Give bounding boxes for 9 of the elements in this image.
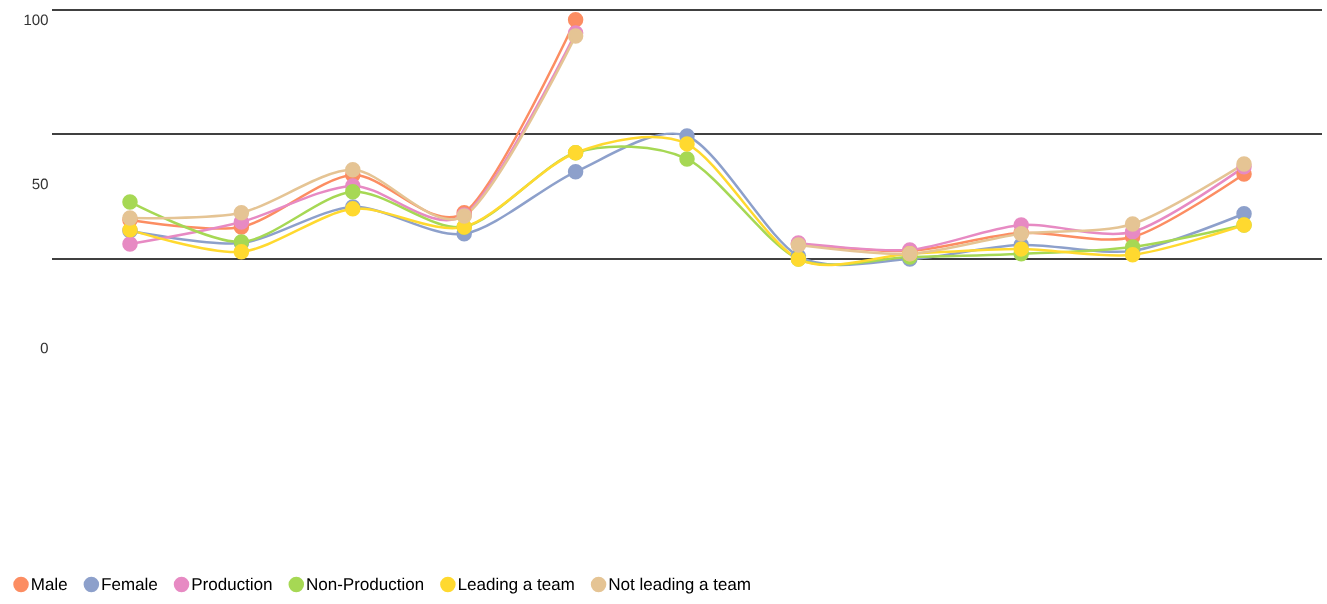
legend-label: Female [102, 577, 158, 591]
legend-label: Leading a team [459, 577, 574, 594]
legend-label: Production [192, 577, 272, 591]
y-tick-label: 0 [40, 342, 48, 354]
y-tick-label: 100 [24, 14, 48, 26]
legend-label: Non-Production [307, 577, 424, 591]
legend-label: Not leading a team [609, 577, 750, 594]
legend-label: Male [32, 577, 67, 591]
y-tick-label: 50 [32, 178, 48, 190]
